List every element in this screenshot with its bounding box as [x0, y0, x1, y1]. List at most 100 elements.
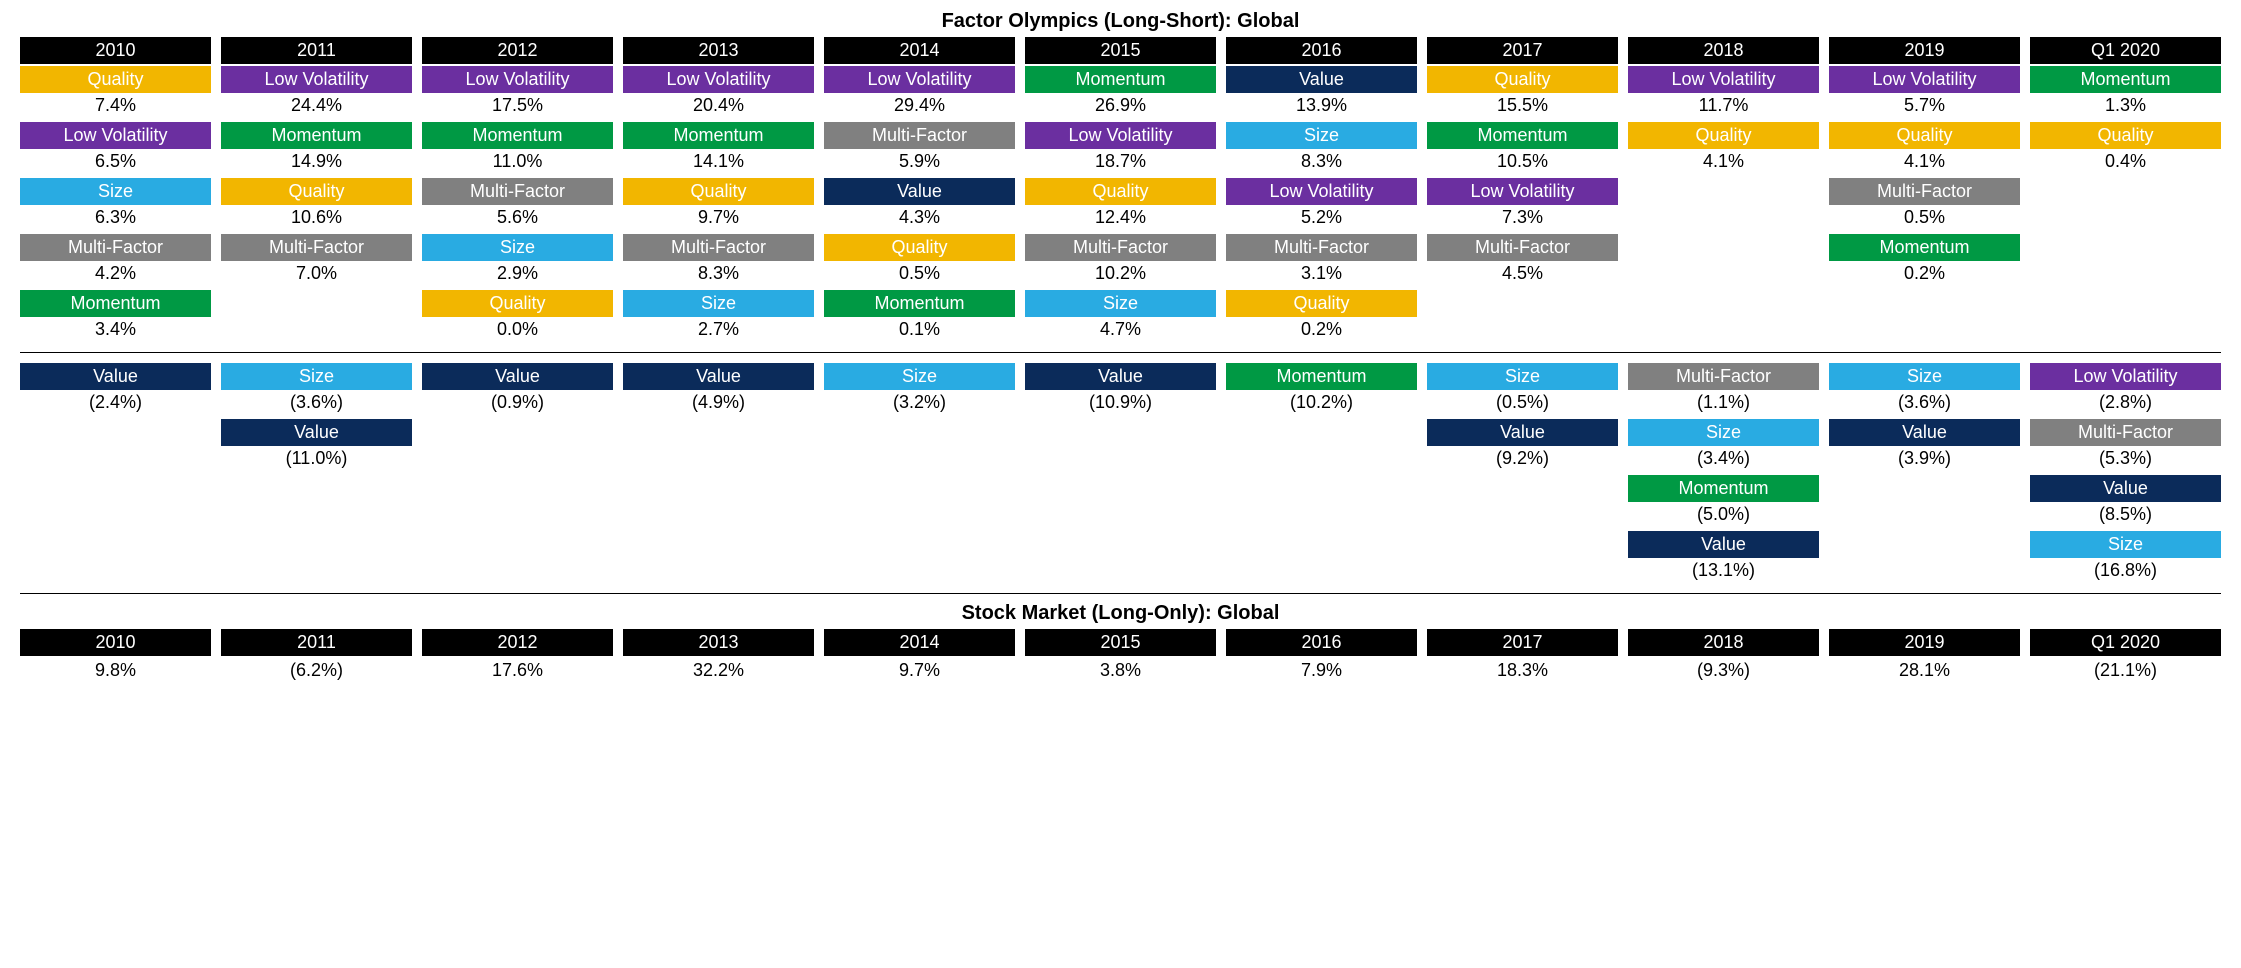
negative-column: Size(3.6%)Value(11.0%)	[221, 361, 412, 585]
factor-value: (0.9%)	[422, 390, 613, 417]
market-year-header-cell: 2017	[1427, 629, 1618, 656]
market-value: (6.2%)	[221, 656, 412, 685]
market-year-header-cell: 2013	[623, 629, 814, 656]
year-header-row: 2010201120122013201420152016201720182019…	[20, 37, 2221, 64]
year-header: 2018	[1628, 37, 1819, 64]
factor-value: (2.8%)	[2030, 390, 2221, 417]
negative-column: Value(0.9%)	[422, 361, 613, 585]
factor-value: 0.4%	[2030, 149, 2221, 176]
market-year-header-cell: 2011	[221, 629, 412, 656]
market-value: 28.1%	[1829, 656, 2020, 685]
factor-chip: Momentum	[824, 290, 1015, 317]
factor-value: 17.5%	[422, 93, 613, 120]
factor-value: (9.2%)	[1427, 446, 1618, 473]
year-header: 2010	[20, 37, 211, 64]
factor-chip: Multi-Factor	[422, 178, 613, 205]
factor-chip: Momentum	[1427, 122, 1618, 149]
year-header: 2013	[623, 37, 814, 64]
factor-value: 8.3%	[623, 261, 814, 288]
factor-value: 11.7%	[1628, 93, 1819, 120]
factor-value: 11.0%	[422, 149, 613, 176]
factor-chip: Value	[1829, 419, 2020, 446]
factor-chip: Value	[623, 363, 814, 390]
factor-chip: Multi-Factor	[1226, 234, 1417, 261]
factor-chip: Value	[422, 363, 613, 390]
factor-chip: Multi-Factor	[1628, 363, 1819, 390]
factor-value: (4.9%)	[623, 390, 814, 417]
factor-chip: Low Volatility	[221, 66, 412, 93]
factor-value: 4.1%	[1829, 149, 2020, 176]
positive-column: Momentum1.3%Quality0.4%	[2030, 64, 2221, 344]
factor-chip: Momentum	[1628, 475, 1819, 502]
market-value: 18.3%	[1427, 656, 1618, 685]
factor-chip: Quality	[1427, 66, 1618, 93]
factor-chip: Momentum	[1829, 234, 2020, 261]
factor-value: (10.9%)	[1025, 390, 1216, 417]
year-header: 2019	[1829, 37, 2020, 64]
factor-chip: Size	[422, 234, 613, 261]
factor-chip: Low Volatility	[1829, 66, 2020, 93]
factor-value: 10.5%	[1427, 149, 1618, 176]
factor-chip: Quality	[221, 178, 412, 205]
factor-value: 0.2%	[1226, 317, 1417, 344]
negative-column: Size(3.6%)Value(3.9%)	[1829, 361, 2020, 585]
factor-chip: Low Volatility	[623, 66, 814, 93]
factor-value: 14.9%	[221, 149, 412, 176]
year-header: 2014	[824, 37, 1015, 64]
market-title: Stock Market (Long-Only): Global	[20, 602, 2221, 625]
factor-chip: Quality	[20, 66, 211, 93]
factor-chip: Low Volatility	[1226, 178, 1417, 205]
factor-value: 7.0%	[221, 261, 412, 288]
positive-column: Low Volatility5.7%Quality4.1%Multi-Facto…	[1829, 64, 2020, 344]
factor-chip: Quality	[1628, 122, 1819, 149]
factor-value: 20.4%	[623, 93, 814, 120]
factor-chip: Multi-Factor	[824, 122, 1015, 149]
factor-chip: Value	[20, 363, 211, 390]
factor-title: Factor Olympics (Long-Short): Global	[20, 10, 2221, 33]
factor-value: 0.1%	[824, 317, 1015, 344]
factor-value: (11.0%)	[221, 446, 412, 473]
factor-value: 4.5%	[1427, 261, 1618, 288]
factor-value: 1.3%	[2030, 93, 2221, 120]
factor-chip: Momentum	[1025, 66, 1216, 93]
factor-value: 5.2%	[1226, 205, 1417, 232]
factor-value: 2.9%	[422, 261, 613, 288]
factor-chip: Multi-Factor	[20, 234, 211, 261]
factor-value: 3.1%	[1226, 261, 1417, 288]
negative-column: Size(0.5%)Value(9.2%)	[1427, 361, 1618, 585]
factor-value: (10.2%)	[1226, 390, 1417, 417]
factor-chip: Momentum	[623, 122, 814, 149]
market-value: 9.8%	[20, 656, 211, 685]
negative-column: Value(4.9%)	[623, 361, 814, 585]
factor-chip: Momentum	[422, 122, 613, 149]
factor-chip: Quality	[824, 234, 1015, 261]
factor-value: 18.7%	[1025, 149, 1216, 176]
factor-value: 29.4%	[824, 93, 1015, 120]
factor-value: 7.4%	[20, 93, 211, 120]
factor-value: 0.2%	[1829, 261, 2020, 288]
factor-chip: Value	[221, 419, 412, 446]
factor-chip: Low Volatility	[824, 66, 1015, 93]
market-year-header-cell: 2014	[824, 629, 1015, 656]
negative-section: Value(2.4%)Size(3.6%)Value(11.0%)Value(0…	[20, 361, 2221, 585]
factor-value: (3.6%)	[1829, 390, 2020, 417]
factor-chip: Value	[2030, 475, 2221, 502]
factor-chip: Momentum	[20, 290, 211, 317]
market-year-header-cell: 2015	[1025, 629, 1216, 656]
negative-column: Value(2.4%)	[20, 361, 211, 585]
factor-value: 6.3%	[20, 205, 211, 232]
factor-value: (3.2%)	[824, 390, 1015, 417]
negative-column: Multi-Factor(1.1%)Size(3.4%)Momentum(5.0…	[1628, 361, 1819, 585]
factor-value: (13.1%)	[1628, 558, 1819, 585]
market-year-header-cell: 2019	[1829, 629, 2020, 656]
factor-value: 3.4%	[20, 317, 211, 344]
market-value: 9.7%	[824, 656, 1015, 685]
factor-chip: Size	[221, 363, 412, 390]
positive-column: Low Volatility17.5%Momentum11.0%Multi-Fa…	[422, 64, 613, 344]
factor-chip: Value	[1628, 531, 1819, 558]
factor-value: (1.1%)	[1628, 390, 1819, 417]
factor-value: (3.4%)	[1628, 446, 1819, 473]
market-value: 32.2%	[623, 656, 814, 685]
divider-pos-neg	[20, 352, 2221, 353]
factor-value: 10.2%	[1025, 261, 1216, 288]
